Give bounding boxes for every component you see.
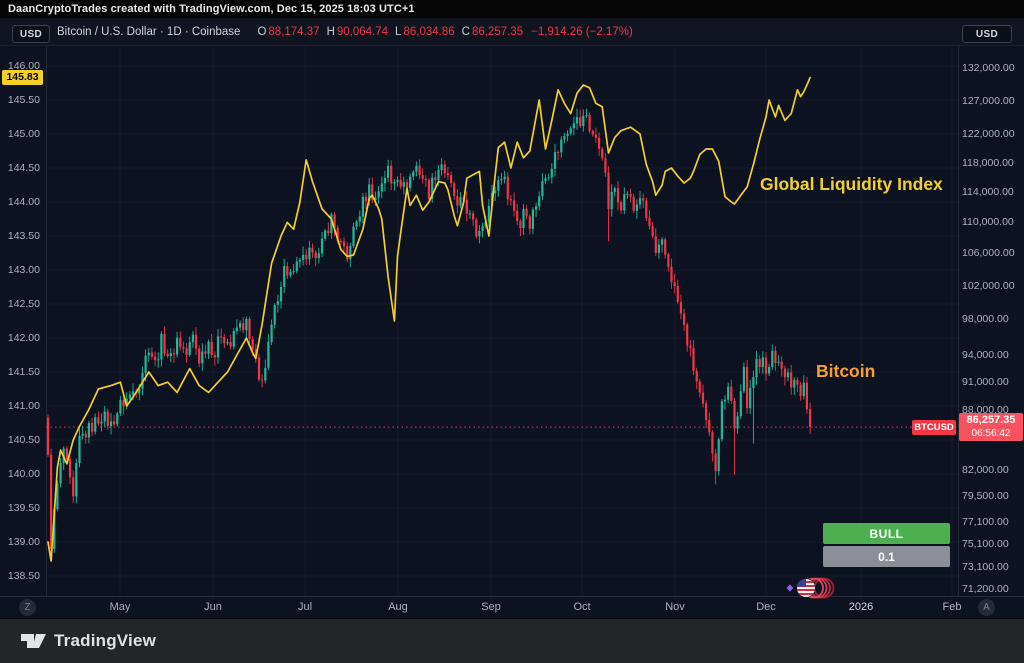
time-axis-label: Feb [942, 601, 962, 613]
right-axis-tick: 75,100.00 [962, 537, 1009, 550]
right-axis-tick: 71,200.00 [962, 583, 1009, 595]
left-axis-tick: 138.50 [7, 570, 40, 582]
bitcoin-series-label: Bitcoin [816, 361, 876, 381]
ohlc-high-label: H [326, 26, 335, 38]
right-axis-tick: 132,000.00 [962, 62, 1015, 74]
right-price-axis[interactable]: 132,000.00 127,000.00 122,000.00 118,000.00… [958, 46, 1024, 596]
footer-bar: TradingView [0, 618, 1024, 663]
left-axis-tick: 146.00 [7, 60, 40, 72]
right-axis-currency-button[interactable]: USD [962, 25, 1012, 43]
right-axis-tick: 122,000.00 [962, 128, 1015, 141]
us-flag-coin-icon [786, 577, 835, 599]
time-axis-label: Aug [388, 601, 408, 613]
left-price-axis[interactable]: 146.00 145.50 145.00 144.50 144.00 143.50 143.… [0, 46, 44, 596]
ohlc-low-value: 86,034.86 [403, 26, 455, 38]
left-axis-currency-button[interactable]: USD [12, 25, 50, 43]
left-axis-tick: 145.00 [7, 128, 40, 140]
right-axis-tick: 79,500.00 [962, 489, 1009, 502]
btcusd-price-line-tag: BTCUSD [912, 419, 956, 435]
left-axis-tick: 141.50 [7, 366, 40, 378]
tradingview-wordmark: TradingView [54, 631, 157, 650]
tradingview-mark-icon [21, 634, 46, 648]
right-axis-tick: 94,000.00 [962, 348, 1009, 361]
ohlc-low-label: L [395, 26, 402, 38]
right-axis-tick: 114,000.00 [962, 185, 1014, 198]
auto-scale-button[interactable]: A [978, 599, 995, 616]
right-axis-tick: 82,000.00 [962, 463, 1009, 476]
time-axis-label: Oct [573, 601, 591, 613]
right-axis-tick: 110,000.00 [962, 215, 1014, 228]
liquidity-index-value-label: 145.83 [2, 70, 43, 86]
left-axis-tick: 144.50 [7, 162, 40, 174]
right-axis-tick: 73,100.00 [962, 560, 1009, 573]
left-axis-tick: 143.00 [7, 264, 40, 276]
left-axis-tick: 142.00 [7, 332, 40, 344]
left-axis-tick: 145.50 [7, 94, 40, 106]
price-chart[interactable] [0, 0, 1024, 596]
last-price-value: 86,257.35 [966, 414, 1016, 427]
price-change: −1,914.26 (−2.17%) [531, 26, 633, 38]
right-axis-tick: 127,000.00 [962, 94, 1015, 107]
time-axis[interactable]: Z A May Jun Jul Aug Sep Oct Nov Dec 2026 Feb [0, 596, 1024, 618]
left-axis-tick: 142.50 [7, 298, 40, 310]
time-axis-label: May [109, 601, 131, 613]
left-axis-tick: 139.50 [7, 502, 40, 514]
left-axis-tick: 141.00 [7, 400, 40, 412]
tradingview-logo[interactable]: TradingView [20, 630, 156, 652]
left-axis-tick: 139.00 [7, 536, 40, 548]
right-axis-tick: 91,000.00 [962, 375, 1009, 388]
right-axis-tick: 77,100.00 [962, 515, 1009, 528]
right-axis-tick: 102,000.00 [962, 279, 1015, 292]
right-axis-tick: 118,000.00 [962, 156, 1014, 169]
time-axis-label: 2026 [848, 601, 874, 613]
time-axis-label: Nov [665, 601, 685, 613]
left-axis-tick: 140.00 [7, 468, 40, 480]
risk-value-badge[interactable]: 0.1 [823, 546, 950, 567]
time-axis-label: Dec [756, 601, 776, 613]
ohlc-open-value: 88,174.37 [268, 26, 320, 38]
ohlc-high-value: 90,064.74 [336, 26, 389, 38]
bull-indicator-button[interactable]: BULL [823, 523, 950, 544]
zoom-reset-button[interactable]: Z [19, 599, 36, 616]
ohlc-close-label: C [461, 26, 470, 38]
time-axis-label: Jun [204, 601, 222, 613]
symbol-title[interactable]: Bitcoin / U.S. Dollar · 1D · Coinbase [57, 26, 241, 38]
left-axis-tick: 143.50 [7, 230, 40, 242]
bar-countdown: 06:56:42 [971, 428, 1011, 440]
time-axis-label: Jul [297, 601, 313, 613]
right-axis-tick: 106,000.00 [962, 247, 1015, 260]
right-axis-tick: 98,000.00 [962, 313, 1009, 326]
ohlc-open-label: O [257, 26, 267, 38]
liquidity-index-series-label: Global Liquidity Index [760, 174, 943, 194]
left-axis-tick: 140.50 [7, 434, 40, 446]
time-axis-label: Sep [481, 601, 501, 613]
left-axis-tick: 144.00 [7, 196, 40, 208]
ohlc-close-value: 86,257.35 [471, 26, 524, 38]
last-price-label: 86,257.35 06:56:42 [959, 413, 1023, 442]
watermark-bar: DaanCryptoTrades created with TradingVie… [0, 0, 1024, 18]
watermark-text: DaanCryptoTrades created with TradingVie… [8, 3, 415, 15]
symbol-toolbar: USD Bitcoin / U.S. Dollar · 1D · Coinbas… [0, 18, 1024, 46]
